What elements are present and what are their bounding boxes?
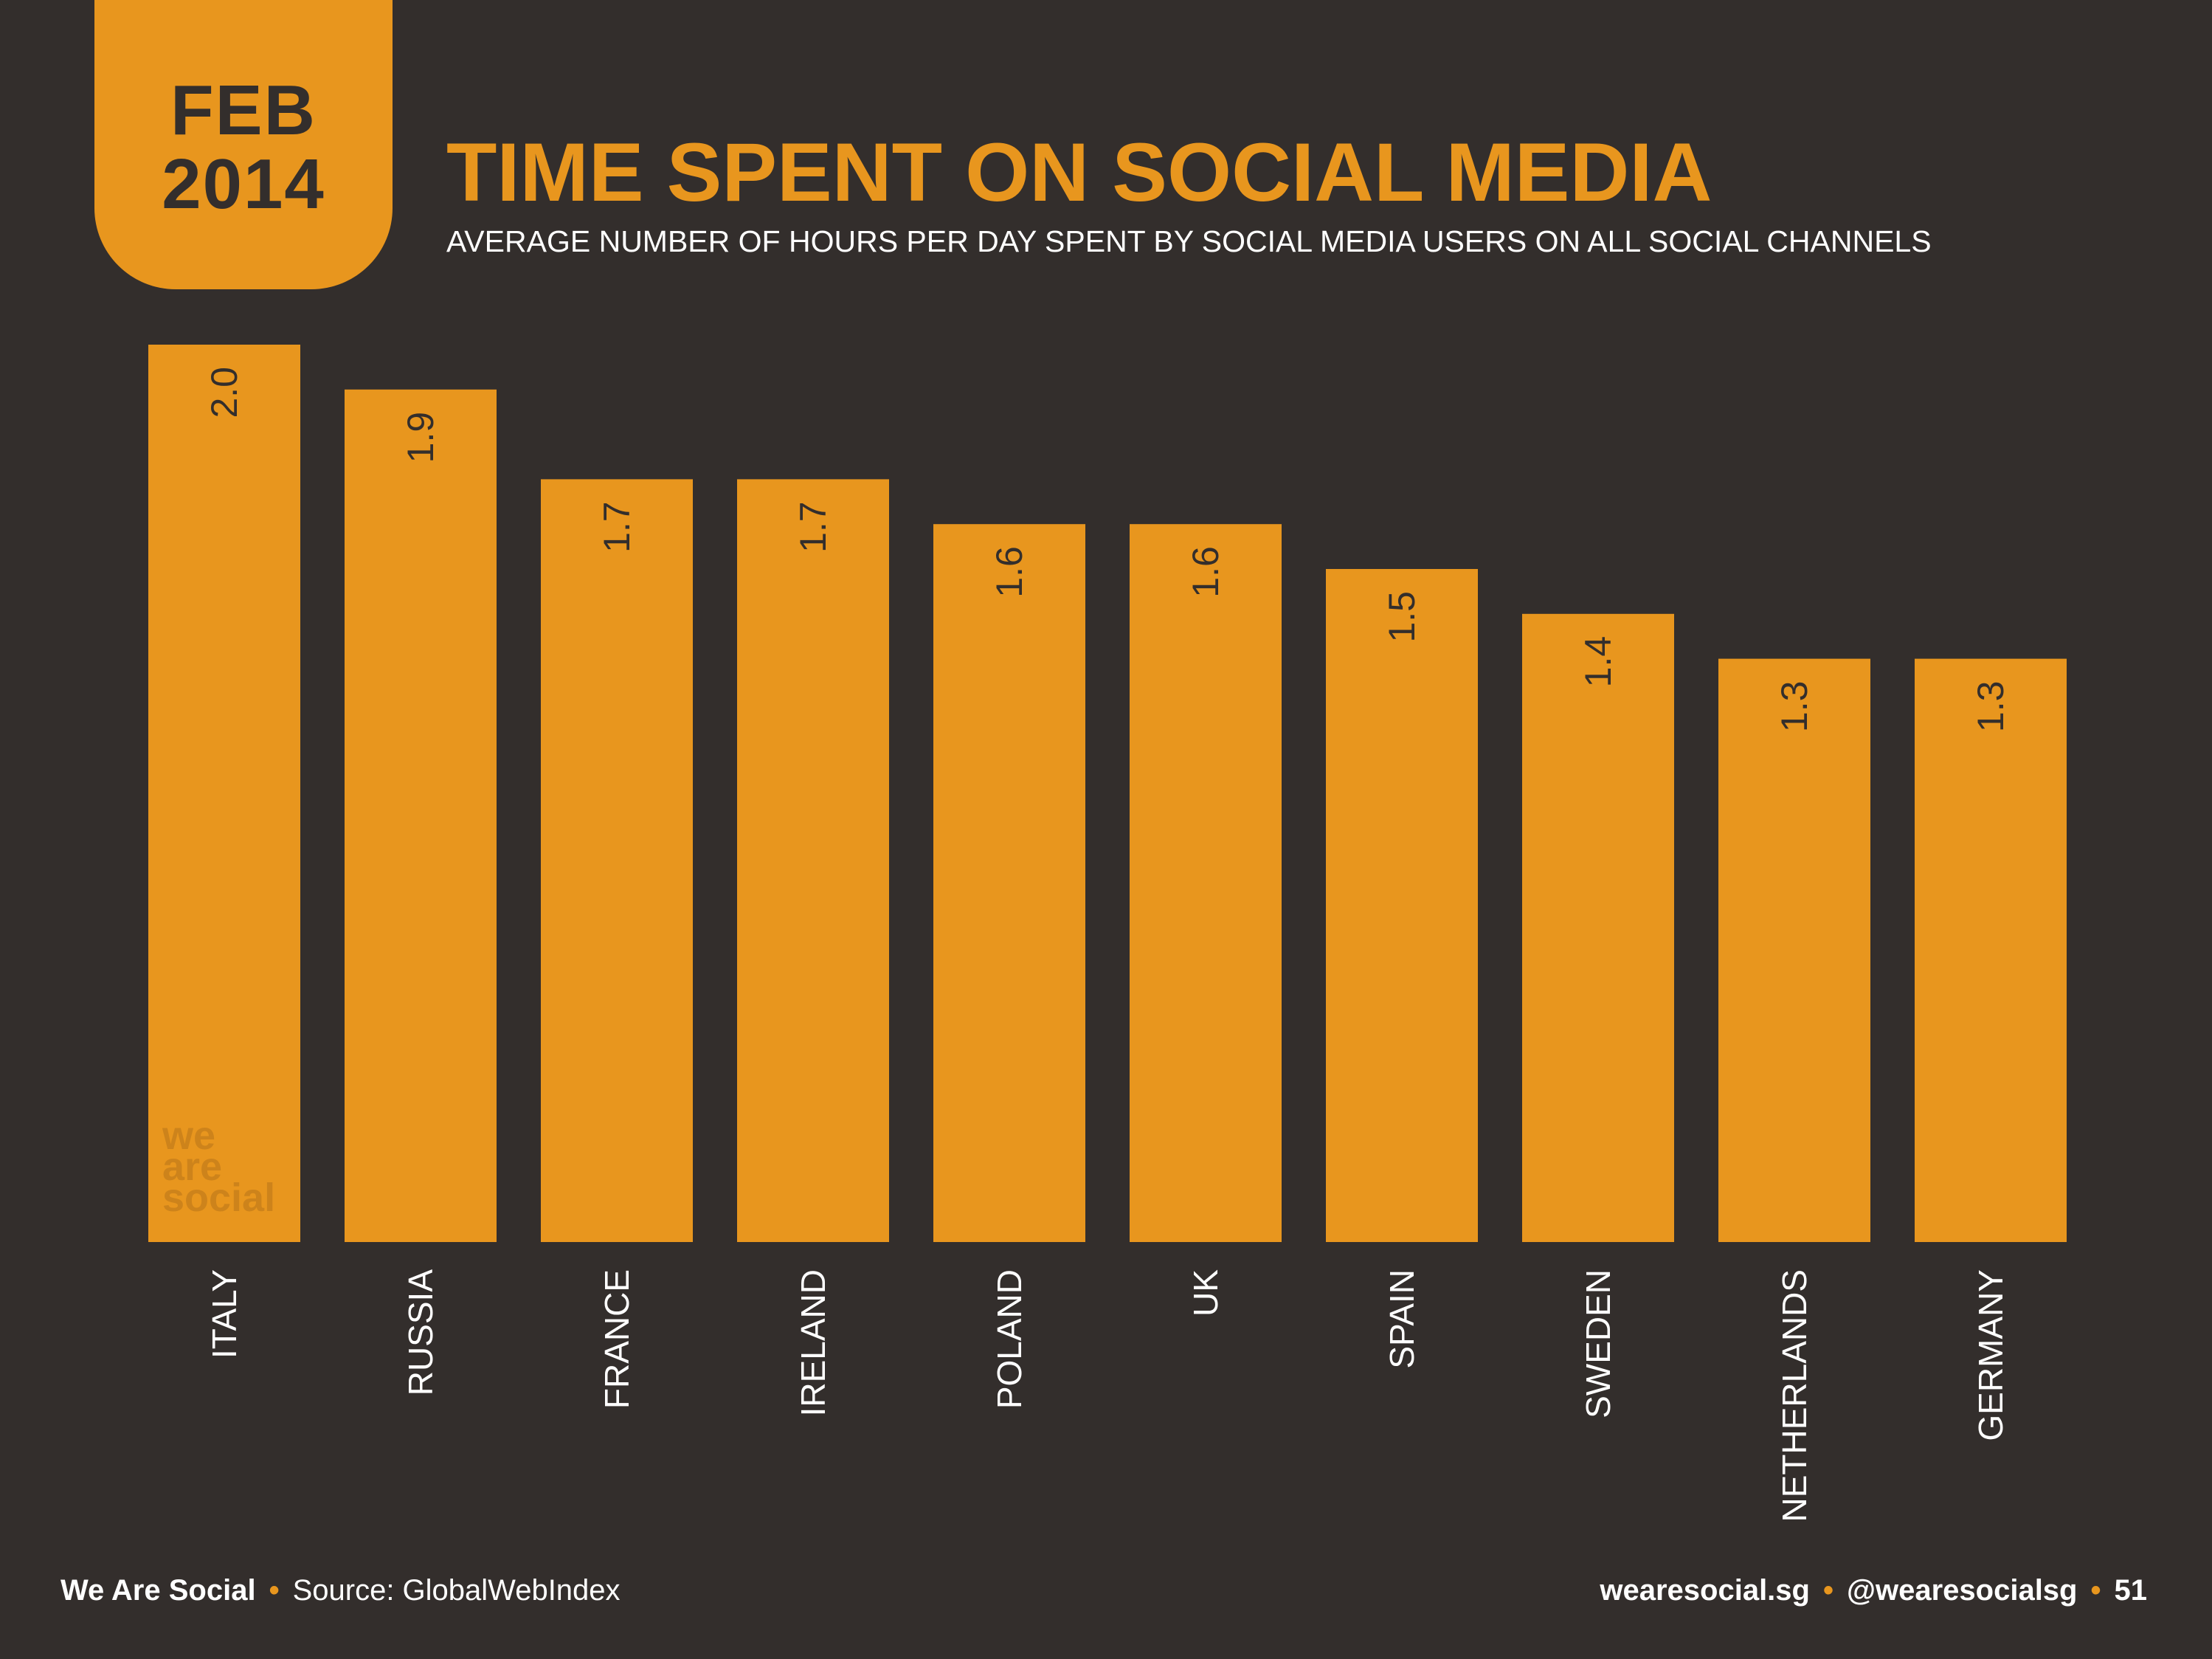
category-label: GERMANY bbox=[1971, 1269, 2010, 1441]
category-label: FRANCE bbox=[598, 1269, 636, 1409]
bar-value-label: 1.7 bbox=[596, 501, 637, 553]
category-label: IRELAND bbox=[794, 1269, 832, 1416]
bar-value-label: 1.7 bbox=[792, 501, 834, 553]
bar-value-label: 1.9 bbox=[400, 412, 441, 463]
category-label: NETHERLANDS bbox=[1775, 1269, 1814, 1522]
footer-separator: • bbox=[1822, 1574, 1833, 1607]
bar-value-label: 1.3 bbox=[1774, 681, 1815, 733]
chart-title: TIME SPENT ON SOCIAL MEDIA bbox=[446, 126, 1712, 218]
chart-subtitle: AVERAGE NUMBER OF HOURS PER DAY SPENT BY… bbox=[446, 224, 1932, 258]
category-label: SWEDEN bbox=[1579, 1269, 1617, 1418]
bar-poland bbox=[933, 524, 1085, 1242]
bar-value-label: 1.6 bbox=[1185, 546, 1226, 598]
date-year: 2014 bbox=[162, 145, 325, 224]
watermark-line-3: social bbox=[162, 1176, 276, 1220]
footer-right: wearesocial.sg • @wearesocialsg • 51 bbox=[1600, 1572, 2147, 1609]
watermark-line-2: are bbox=[162, 1145, 223, 1189]
footer-brand: We Are Social bbox=[61, 1574, 256, 1607]
watermark-line-1: we bbox=[162, 1114, 216, 1158]
watermark-logo: we are social bbox=[162, 1114, 276, 1220]
category-label: ITALY bbox=[205, 1269, 243, 1359]
bar-ireland bbox=[737, 479, 889, 1242]
footer-separator: • bbox=[2090, 1574, 2101, 1607]
date-month: FEB bbox=[170, 71, 317, 150]
bar-italy bbox=[148, 345, 300, 1242]
footer-separator: • bbox=[269, 1574, 280, 1607]
bar-france bbox=[541, 479, 693, 1242]
bar-spain bbox=[1326, 569, 1478, 1242]
bar-sweden bbox=[1522, 613, 1674, 1242]
category-label: SPAIN bbox=[1383, 1269, 1421, 1369]
bar-value-label: 1.4 bbox=[1577, 636, 1619, 688]
footer-handle[interactable]: @wearesocialsg bbox=[1846, 1574, 2078, 1607]
bar-value-label: 1.6 bbox=[989, 546, 1030, 598]
bar-netherlands bbox=[1718, 658, 1870, 1242]
bar-value-label: 1.5 bbox=[1381, 591, 1423, 643]
category-label: RUSSIA bbox=[401, 1269, 440, 1396]
bar-value-label: 2.0 bbox=[204, 367, 245, 418]
footer-left: We Are Social • Source: GlobalWebIndex bbox=[61, 1572, 621, 1609]
bar-uk bbox=[1130, 524, 1282, 1242]
bar-value-label: 1.3 bbox=[1970, 681, 2011, 733]
footer-source: Source: GlobalWebIndex bbox=[292, 1574, 621, 1607]
bar-russia bbox=[345, 389, 497, 1242]
date-badge: FEB 2014 bbox=[94, 0, 393, 289]
bar-germany bbox=[1915, 658, 2067, 1242]
footer-website[interactable]: wearesocial.sg bbox=[1600, 1574, 1810, 1607]
page-number: 51 bbox=[2114, 1574, 2148, 1607]
category-label: POLAND bbox=[990, 1269, 1029, 1409]
category-label: UK bbox=[1186, 1269, 1225, 1317]
